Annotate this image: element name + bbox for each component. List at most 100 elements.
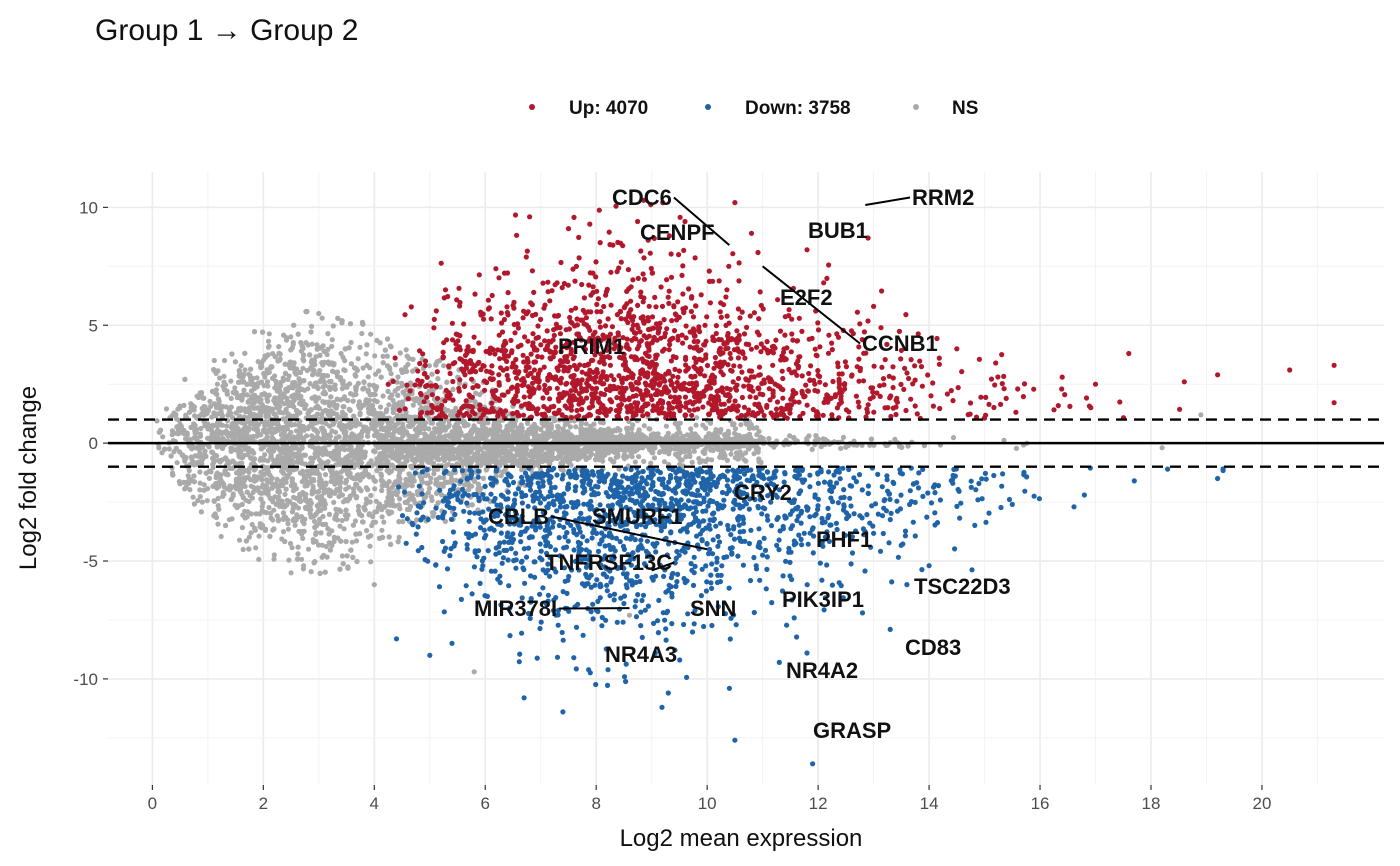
- ns-point: [174, 460, 180, 466]
- ns-point: [331, 534, 337, 541]
- ns-point: [325, 399, 332, 405]
- ns-point: [295, 551, 301, 557]
- ns-point: [264, 405, 270, 411]
- ns-point: [309, 423, 315, 429]
- ns-point: [359, 428, 366, 434]
- ns-point: [483, 467, 489, 473]
- ns-point: [348, 547, 354, 553]
- ns-point: [281, 332, 287, 338]
- ns-point: [228, 404, 234, 410]
- ns-point: [239, 525, 245, 531]
- ns-point: [283, 337, 290, 343]
- ns-point: [207, 398, 213, 404]
- ns-point: [390, 409, 396, 415]
- ns-point: [186, 467, 192, 474]
- ns-point: [388, 371, 394, 377]
- ns-point: [329, 469, 335, 475]
- ns-point: [169, 428, 176, 434]
- ns-point: [232, 359, 238, 365]
- ns-point: [319, 315, 325, 321]
- ns-point: [425, 399, 431, 405]
- ns-point: [573, 424, 579, 430]
- ns-point: [404, 506, 411, 513]
- ns-point: [442, 518, 448, 525]
- ns-point: [363, 500, 369, 507]
- ns-point: [278, 446, 284, 452]
- ns-point: [282, 491, 288, 497]
- ns-point: [182, 376, 188, 382]
- ns-point: [343, 478, 349, 484]
- ns-point: [290, 339, 296, 346]
- ns-point: [263, 477, 269, 483]
- ns-point: [238, 393, 244, 399]
- ns-point: [268, 364, 274, 370]
- ns-point: [341, 526, 347, 532]
- ns-point: [314, 384, 320, 390]
- ns-point: [366, 405, 372, 412]
- ns-point: [372, 509, 378, 515]
- ns-point: [227, 483, 233, 489]
- ns-point: [353, 481, 359, 487]
- ns-point: [316, 405, 322, 411]
- ns-point: [379, 478, 385, 484]
- ns-point: [300, 365, 306, 371]
- ns-point: [291, 485, 297, 491]
- ns-point: [219, 480, 226, 486]
- ns-point: [404, 499, 410, 505]
- ns-point: [191, 473, 197, 479]
- ns-point: [363, 397, 369, 403]
- ns-point: [271, 552, 277, 558]
- ns-point: [422, 494, 428, 500]
- ns-point: [364, 528, 370, 534]
- ns-point: [838, 445, 844, 451]
- ns-point: [437, 475, 443, 481]
- ns-point: [189, 402, 196, 409]
- ns-point: [298, 340, 304, 346]
- ns-point: [257, 399, 263, 405]
- ns-point: [192, 413, 198, 419]
- ns-point: [318, 493, 324, 500]
- ns-point: [282, 370, 289, 376]
- ns-point: [380, 360, 386, 366]
- ns-point: [326, 511, 332, 517]
- ns-point: [441, 458, 447, 464]
- ns-point: [248, 483, 254, 489]
- ns-point: [391, 481, 397, 487]
- ns-point: [302, 425, 308, 431]
- ns-point: [183, 412, 189, 418]
- ns-point: [333, 506, 339, 512]
- ns-point: [280, 375, 286, 381]
- ns-point: [302, 405, 308, 411]
- ns-point: [235, 503, 241, 509]
- ns-point: [226, 517, 232, 523]
- ns-point: [276, 350, 282, 356]
- ns-point: [348, 444, 354, 450]
- ns-point: [254, 375, 260, 381]
- ns-point: [292, 369, 298, 376]
- ns-point: [163, 406, 170, 412]
- ns-point: [329, 343, 335, 349]
- ns-point: [347, 471, 353, 478]
- ns-point: [379, 487, 385, 494]
- ns-point: [333, 429, 339, 435]
- ns-point: [514, 449, 521, 456]
- ns-point: [318, 530, 324, 536]
- ns-point: [423, 404, 429, 411]
- ns-point: [328, 488, 334, 494]
- ns-point: [341, 394, 348, 400]
- ns-point: [237, 454, 243, 460]
- ns-point: [294, 408, 300, 414]
- ns-point: [189, 457, 195, 463]
- ns-point: [410, 356, 416, 362]
- ns-point: [369, 522, 375, 529]
- ns-point: [218, 533, 224, 540]
- ns-point: [221, 430, 227, 436]
- ns-point: [312, 451, 318, 457]
- ns-point: [227, 465, 233, 471]
- ns-point: [435, 500, 441, 506]
- ns-point: [215, 368, 221, 374]
- ns-point: [228, 395, 234, 401]
- ns-point: [260, 329, 266, 335]
- ns-point: [357, 511, 363, 517]
- ns-point: [201, 482, 207, 488]
